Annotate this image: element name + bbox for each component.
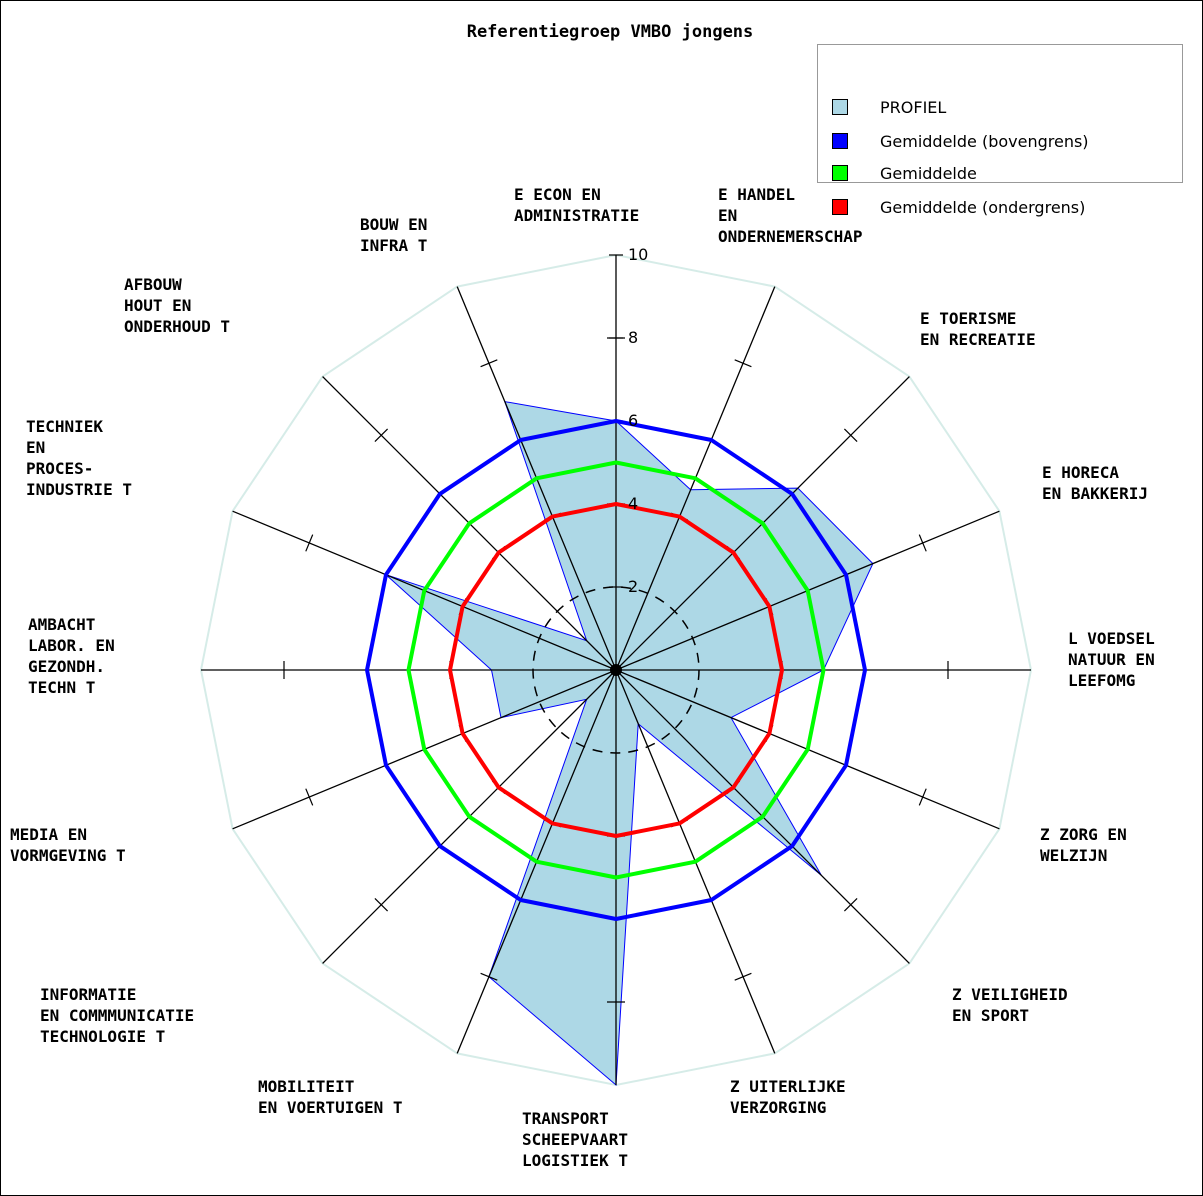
category-label-11-line-1: VORMGEVING T (10, 846, 126, 865)
category-label-11-line-0: MEDIA EN (10, 825, 88, 844)
category-label-8: TRANSPORT SCHEEPVAART LOGISTIEK T (522, 1108, 628, 1171)
category-label-0-line-1: ADMINISTRATIE (514, 206, 640, 225)
category-label-12-line-1: LABOR. EN (28, 636, 115, 655)
category-label-12-line-0: AMBACHT (28, 615, 96, 634)
category-label-4-line-1: NATUUR EN (1068, 650, 1155, 669)
category-label-13-line-2: PROCES- (26, 459, 94, 478)
tick-6-8 (843, 897, 858, 912)
category-label-12-line-2: GEZONDH. (28, 657, 106, 676)
category-label-10-line-0: INFORMATIE (40, 985, 137, 1004)
category-label-10-line-2: TECHNOLOGIE T (40, 1027, 166, 1046)
category-label-13-line-3: INDUSTRIE T (26, 480, 132, 499)
category-label-5-line-0: Z ZORG EN (1040, 825, 1127, 844)
category-label-12-line-3: TECHN T (28, 678, 96, 697)
tick-14-8 (374, 428, 389, 443)
tick-label-2: 2 (628, 577, 638, 596)
category-label-15-line-0: BOUW EN (360, 215, 428, 234)
category-label-10: INFORMATIE EN COMMMUNICATIE TECHNOLOGIE T (40, 984, 194, 1047)
category-label-4-line-2: LEEFOMG (1068, 671, 1136, 690)
series-line-2 (406, 460, 826, 880)
legend-label-bovengrens: Gemiddelde (bovengrens) (880, 131, 1089, 151)
category-label-7-line-1: VERZORGING (730, 1098, 827, 1117)
tick-11-8 (305, 788, 314, 806)
category-label-3: E HORECA EN BAKKERIJ (1042, 462, 1148, 504)
center-dot (610, 664, 622, 676)
category-label-9-line-1: EN VOERTUIGEN T (258, 1098, 403, 1117)
category-label-9: MOBILITEIT EN VOERTUIGEN T (258, 1076, 403, 1118)
legend-swatch-bovengrens (832, 133, 848, 149)
tick-3-8 (918, 534, 927, 552)
category-label-10-line-1: EN COMMMUNICATIE (40, 1006, 195, 1025)
tick-2-8 (843, 428, 858, 443)
category-label-6-line-1: EN SPORT (952, 1006, 1030, 1025)
category-label-0-line-0: E ECON EN (514, 185, 601, 204)
category-label-11: MEDIA EN VORMGEVING T (10, 824, 126, 866)
category-label-5-line-1: WELZIJN (1040, 846, 1108, 865)
chart-title: Referentiegroep VMBO jongens (466, 22, 754, 42)
category-label-7-line-0: Z UITERLIJKE (730, 1077, 846, 1096)
legend-swatch-ondergrens (832, 199, 848, 215)
legend: PROFIEL Gemiddelde (bovengrens) Gemiddel… (817, 44, 1183, 217)
legend-swatch-gemiddelde (832, 165, 848, 181)
category-label-8-line-2: LOGISTIEK T (522, 1151, 628, 1170)
category-label-1-line-2: ONDERNEMERSCHAP (718, 227, 863, 246)
category-label-1-line-0: E HANDEL (718, 185, 796, 204)
category-label-6-line-0: Z VEILIGHEID (952, 985, 1068, 1004)
category-label-5: Z ZORG EN WELZIJN (1040, 824, 1127, 866)
tick-label-10: 10 (628, 245, 648, 264)
tick-5-8 (918, 788, 927, 806)
category-label-14: AFBOUW HOUT EN ONDERHOUD T (124, 274, 230, 337)
tick-label-8: 8 (628, 328, 638, 347)
category-label-8-line-0: TRANSPORT (522, 1109, 609, 1128)
category-label-4-line-0: L VOEDSEL (1068, 629, 1155, 648)
tick-13-8 (305, 534, 314, 552)
category-label-13-line-0: TECHNIEK (26, 417, 104, 436)
category-label-14-line-1: HOUT EN (124, 296, 192, 315)
category-label-13: TECHNIEK EN PROCES- INDUSTRIE T (26, 416, 132, 500)
legend-label-gemiddelde: Gemiddelde (880, 163, 977, 183)
category-label-3-line-0: E HORECA (1042, 463, 1120, 482)
series-line-1 (365, 419, 867, 921)
category-label-3-line-1: EN BAKKERIJ (1042, 484, 1148, 503)
tick-1-8 (734, 359, 752, 368)
category-label-8-line-1: SCHEEPVAART (522, 1130, 628, 1149)
category-label-15: BOUW EN INFRA T (360, 214, 427, 256)
category-label-7: Z UITERLIJKE VERZORGING (730, 1076, 846, 1118)
series-line-3 (448, 502, 784, 838)
category-label-2: E TOERISME EN RECREATIE (920, 308, 1036, 350)
category-label-13-line-1: EN (26, 438, 46, 457)
category-label-14-line-0: AFBOUW (124, 275, 182, 294)
legend-item-gemiddelde: Gemiddelde (832, 163, 977, 183)
tick-10-8 (374, 897, 389, 912)
category-label-0: E ECON EN ADMINISTRATIE (514, 184, 639, 226)
legend-label-profiel: PROFIEL (880, 97, 947, 117)
category-label-14-line-2: ONDERHOUD T (124, 317, 230, 336)
category-label-1: E HANDEL EN ONDERNEMERSCHAP (718, 184, 863, 247)
category-label-12: AMBACHT LABOR. EN GEZONDH. TECHN T (28, 614, 115, 698)
legend-label-ondergrens: Gemiddelde (ondergrens) (880, 197, 1086, 217)
legend-item-ondergrens: Gemiddelde (ondergrens) (832, 197, 1085, 217)
tick-15-8 (480, 359, 498, 368)
tick-label-4: 4 (628, 494, 638, 513)
legend-swatch-profiel (832, 99, 848, 115)
tick-7-8 (734, 972, 752, 981)
category-label-2-line-0: E TOERISME (920, 309, 1017, 328)
category-label-9-line-0: MOBILITEIT (258, 1077, 355, 1096)
category-label-2-line-1: EN RECREATIE (920, 330, 1036, 349)
legend-item-profiel: PROFIEL (832, 97, 946, 117)
category-label-1-line-1: EN (718, 206, 738, 225)
category-label-6: Z VEILIGHEID EN SPORT (952, 984, 1068, 1026)
category-label-15-line-1: INFRA T (360, 236, 428, 255)
tick-9-8 (480, 972, 498, 981)
category-label-4: L VOEDSEL NATUUR EN LEEFOMG (1068, 628, 1155, 691)
legend-item-bovengrens: Gemiddelde (bovengrens) (832, 131, 1089, 151)
tick-label-6: 6 (628, 411, 638, 430)
